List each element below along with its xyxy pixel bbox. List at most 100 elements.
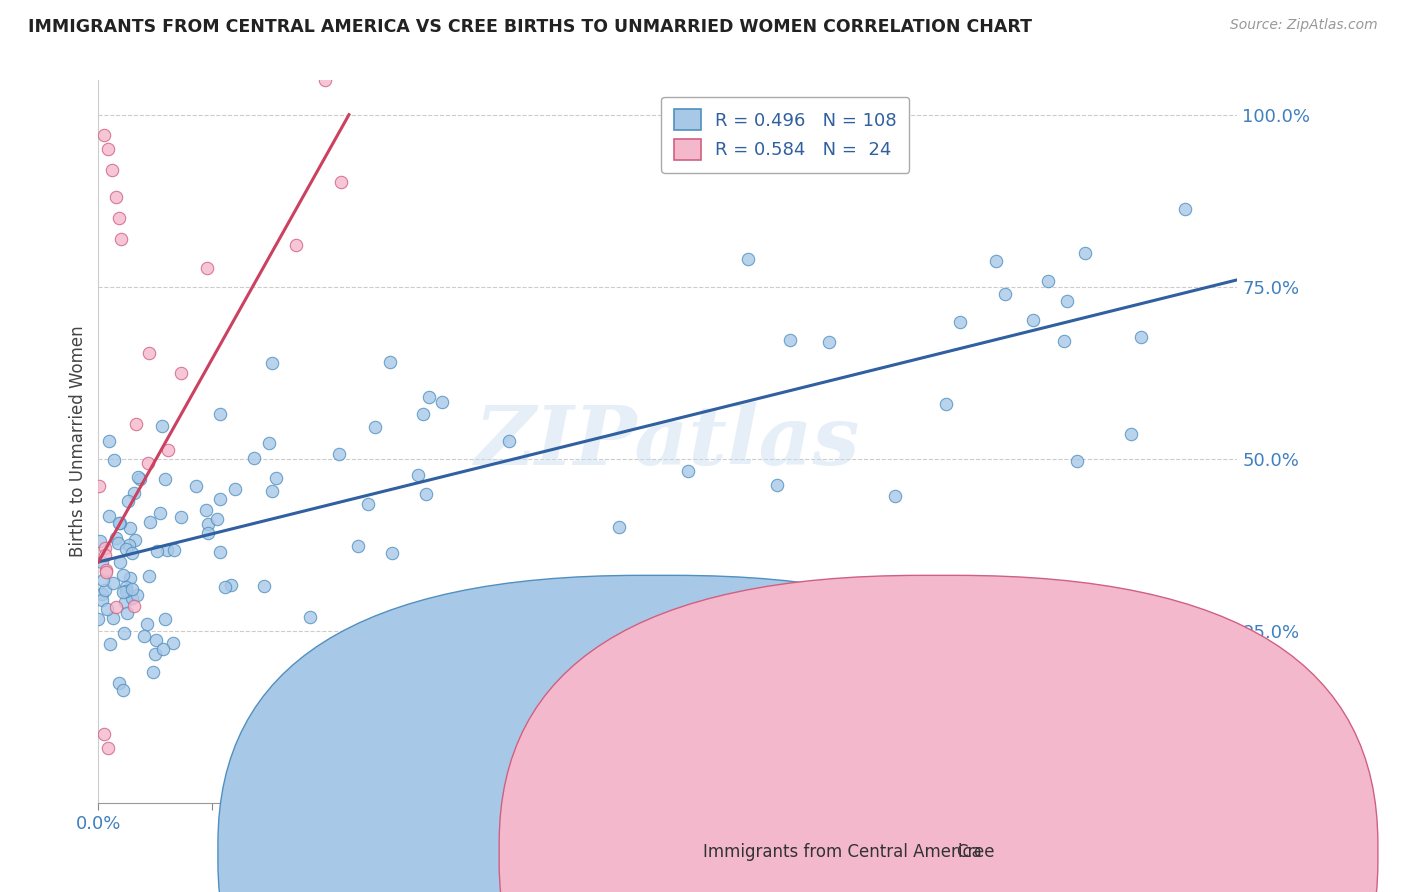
Point [94, 548, 117, 562]
Point [415, 487, 437, 501]
Point [381, 546, 404, 560]
Point [114, 580, 136, 594]
Point [153, 472, 176, 486]
Point [121, 582, 143, 596]
Point [984, 254, 1007, 268]
Legend: R = 0.496   N = 108, R = 0.584   N =  24: R = 0.496 N = 108, R = 0.584 N = 24 [661, 96, 910, 172]
Point [110, 231, 132, 245]
Point [114, 595, 136, 609]
Point [209, 544, 232, 558]
Point [162, 636, 184, 650]
Text: Immigrants from Central America: Immigrants from Central America [703, 843, 981, 861]
Point [108, 516, 131, 531]
Point [156, 543, 179, 558]
Point [108, 211, 131, 225]
Point [103, 453, 125, 467]
Text: ZIPatlas: ZIPatlas [475, 401, 860, 482]
Point [127, 470, 149, 484]
Point [93, 727, 115, 741]
Point [98, 434, 121, 448]
Point [1036, 274, 1059, 288]
Point [818, 335, 841, 350]
Point [97, 508, 120, 523]
Point [122, 486, 145, 500]
Point [224, 482, 246, 496]
Point [1119, 426, 1142, 441]
Point [1053, 334, 1076, 348]
Point [1022, 313, 1045, 327]
Point [96, 740, 118, 755]
Point [87, 612, 110, 626]
Point [121, 545, 143, 559]
Point [110, 516, 132, 530]
Point [498, 434, 520, 449]
Point [264, 471, 287, 485]
Point [205, 512, 228, 526]
Point [1056, 294, 1078, 309]
Point [994, 286, 1017, 301]
Point [94, 541, 117, 555]
Point [90, 586, 112, 600]
Point [111, 567, 134, 582]
Point [242, 450, 264, 465]
Text: Source: ZipAtlas.com: Source: ZipAtlas.com [1230, 18, 1378, 32]
Point [170, 509, 193, 524]
Point [364, 420, 387, 434]
Point [127, 588, 149, 602]
Point [737, 252, 759, 266]
Point [152, 642, 174, 657]
Point [412, 407, 434, 421]
Point [197, 516, 219, 531]
Point [111, 683, 134, 698]
Point [257, 436, 280, 450]
Point [609, 520, 631, 534]
Point [150, 419, 173, 434]
Point [676, 465, 699, 479]
Point [949, 315, 972, 329]
Point [94, 582, 117, 597]
Point [1066, 453, 1088, 467]
Point [96, 601, 118, 615]
Point [96, 564, 118, 578]
Point [112, 626, 135, 640]
Point [101, 611, 124, 625]
Point [136, 456, 159, 470]
Point [117, 494, 139, 508]
Point [143, 647, 166, 661]
Point [765, 478, 787, 492]
Point [262, 356, 284, 370]
Point [284, 238, 307, 252]
Point [93, 128, 115, 143]
Point [125, 417, 148, 432]
Point [1130, 329, 1153, 343]
Point [346, 539, 368, 553]
Point [418, 390, 440, 404]
Text: IMMIGRANTS FROM CENTRAL AMERICA VS CREE BIRTHS TO UNMARRIED WOMEN CORRELATION CH: IMMIGRANTS FROM CENTRAL AMERICA VS CREE … [28, 18, 1032, 36]
Point [208, 407, 231, 421]
Point [299, 609, 322, 624]
Point [115, 606, 138, 620]
Point [935, 396, 957, 410]
Point [170, 367, 193, 381]
Point [260, 483, 283, 498]
Point [214, 580, 236, 594]
Point [153, 612, 176, 626]
Point [378, 355, 401, 369]
Point [107, 535, 129, 549]
Point [108, 555, 131, 569]
Point [186, 478, 208, 492]
Point [89, 479, 111, 493]
Point [1174, 202, 1197, 216]
Point [101, 162, 124, 177]
Point [163, 542, 186, 557]
Point [105, 599, 128, 614]
Point [195, 502, 218, 516]
Point [121, 591, 143, 606]
Point [330, 175, 353, 189]
Point [98, 637, 121, 651]
Point [314, 73, 336, 87]
Point [195, 261, 218, 276]
Point [118, 538, 141, 552]
Point [134, 629, 156, 643]
Point [124, 533, 146, 548]
